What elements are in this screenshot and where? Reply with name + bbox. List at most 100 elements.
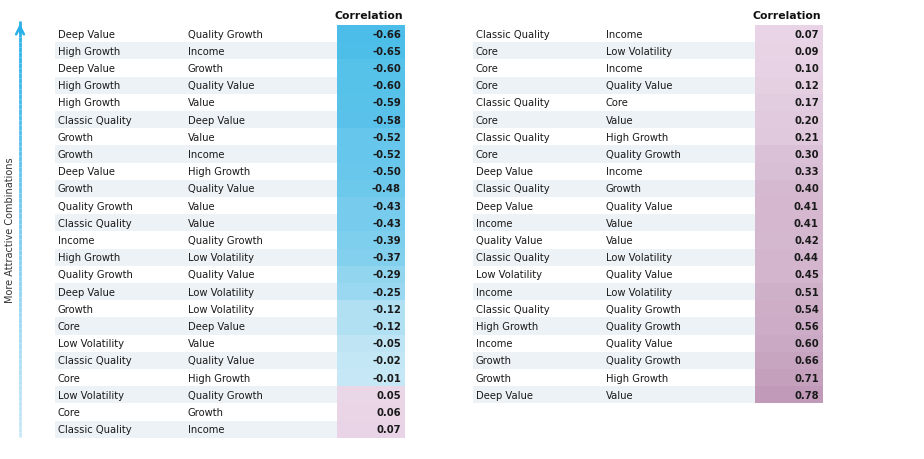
Bar [337, 163, 405, 180]
Text: Deep Value: Deep Value [476, 390, 533, 400]
Text: Growth: Growth [58, 133, 94, 142]
Text: 0.44: 0.44 [794, 252, 819, 263]
Text: High Growth: High Growth [58, 98, 120, 108]
Bar [473, 283, 823, 301]
Text: Classic Quality: Classic Quality [58, 424, 131, 434]
Text: Low Volatility: Low Volatility [188, 287, 254, 297]
Bar [755, 232, 823, 249]
Bar [755, 60, 823, 78]
Bar [337, 335, 405, 352]
Bar [337, 43, 405, 60]
Text: Quality Value: Quality Value [188, 81, 254, 91]
Text: Quality Growth: Quality Growth [188, 235, 262, 246]
Text: 0.40: 0.40 [795, 184, 819, 194]
Text: -0.05: -0.05 [372, 338, 401, 348]
Bar [337, 26, 405, 43]
Text: Classic Quality: Classic Quality [476, 98, 550, 108]
Bar [337, 232, 405, 249]
Text: 0.33: 0.33 [795, 167, 819, 177]
Bar [755, 78, 823, 95]
Text: Deep Value: Deep Value [58, 64, 115, 74]
Text: Core: Core [476, 47, 499, 56]
Bar [337, 266, 405, 283]
Text: -0.65: -0.65 [372, 47, 401, 56]
Text: Classic Quality: Classic Quality [476, 133, 550, 142]
Text: Core: Core [58, 407, 81, 417]
Bar [55, 249, 405, 266]
Text: Classic Quality: Classic Quality [58, 115, 131, 125]
Text: Classic Quality: Classic Quality [476, 184, 550, 194]
Bar [755, 386, 823, 403]
Text: Correlation: Correlation [334, 11, 403, 21]
Bar [473, 318, 823, 335]
Bar [755, 318, 823, 335]
Text: 0.51: 0.51 [794, 287, 819, 297]
Bar [55, 43, 405, 60]
Text: 0.20: 0.20 [795, 115, 819, 125]
Bar [755, 163, 823, 180]
Text: High Growth: High Growth [188, 373, 250, 383]
Bar [55, 146, 405, 163]
Text: Value: Value [606, 115, 634, 125]
Text: 0.56: 0.56 [795, 321, 819, 331]
Bar [55, 283, 405, 301]
Text: 0.54: 0.54 [794, 304, 819, 314]
Bar [755, 335, 823, 352]
Text: -0.66: -0.66 [372, 29, 401, 39]
Text: Income: Income [606, 64, 642, 74]
Text: Core: Core [476, 115, 499, 125]
Text: Core: Core [58, 321, 81, 331]
Text: Quality Value: Quality Value [476, 235, 542, 246]
Text: Growth: Growth [606, 184, 642, 194]
Text: Quality Value: Quality Value [606, 81, 673, 91]
Bar [337, 386, 405, 403]
Bar [337, 249, 405, 266]
Text: Deep Value: Deep Value [188, 321, 245, 331]
Text: Value: Value [188, 218, 215, 228]
Text: Deep Value: Deep Value [188, 115, 245, 125]
Bar [473, 43, 823, 60]
Text: Growth: Growth [476, 356, 512, 366]
Text: Income: Income [58, 235, 94, 246]
Bar [337, 180, 405, 197]
Text: High Growth: High Growth [58, 252, 120, 263]
Text: 0.30: 0.30 [795, 150, 819, 160]
Bar [55, 421, 405, 438]
Text: Value: Value [606, 218, 634, 228]
Text: Quality Growth: Quality Growth [606, 356, 681, 366]
Bar [473, 146, 823, 163]
Text: 0.17: 0.17 [795, 98, 819, 108]
Text: -0.52: -0.52 [372, 133, 401, 142]
Text: Core: Core [476, 64, 499, 74]
Bar [337, 146, 405, 163]
Text: 0.60: 0.60 [795, 338, 819, 348]
Text: Quality Growth: Quality Growth [58, 270, 133, 280]
Text: Classic Quality: Classic Quality [58, 218, 131, 228]
Text: 0.42: 0.42 [795, 235, 819, 246]
Text: Growth: Growth [58, 184, 94, 194]
Bar [337, 78, 405, 95]
Bar [473, 352, 823, 369]
Bar [755, 266, 823, 283]
Bar [337, 283, 405, 301]
Text: Core: Core [58, 373, 81, 383]
Bar [755, 112, 823, 129]
Bar [473, 78, 823, 95]
Text: Income: Income [476, 287, 513, 297]
Bar [755, 95, 823, 112]
Text: -0.29: -0.29 [372, 270, 401, 280]
Bar [755, 146, 823, 163]
Text: 0.71: 0.71 [795, 373, 819, 383]
Text: -0.59: -0.59 [372, 98, 401, 108]
Text: Income: Income [606, 167, 642, 177]
Text: High Growth: High Growth [606, 133, 668, 142]
Text: -0.58: -0.58 [372, 115, 401, 125]
Text: 0.41: 0.41 [794, 201, 819, 211]
Text: 0.10: 0.10 [795, 64, 819, 74]
Bar [755, 283, 823, 301]
Text: Income: Income [188, 424, 225, 434]
Text: Quality Growth: Quality Growth [606, 321, 681, 331]
Bar [755, 249, 823, 266]
Text: -0.12: -0.12 [372, 321, 401, 331]
Text: -0.60: -0.60 [372, 64, 401, 74]
